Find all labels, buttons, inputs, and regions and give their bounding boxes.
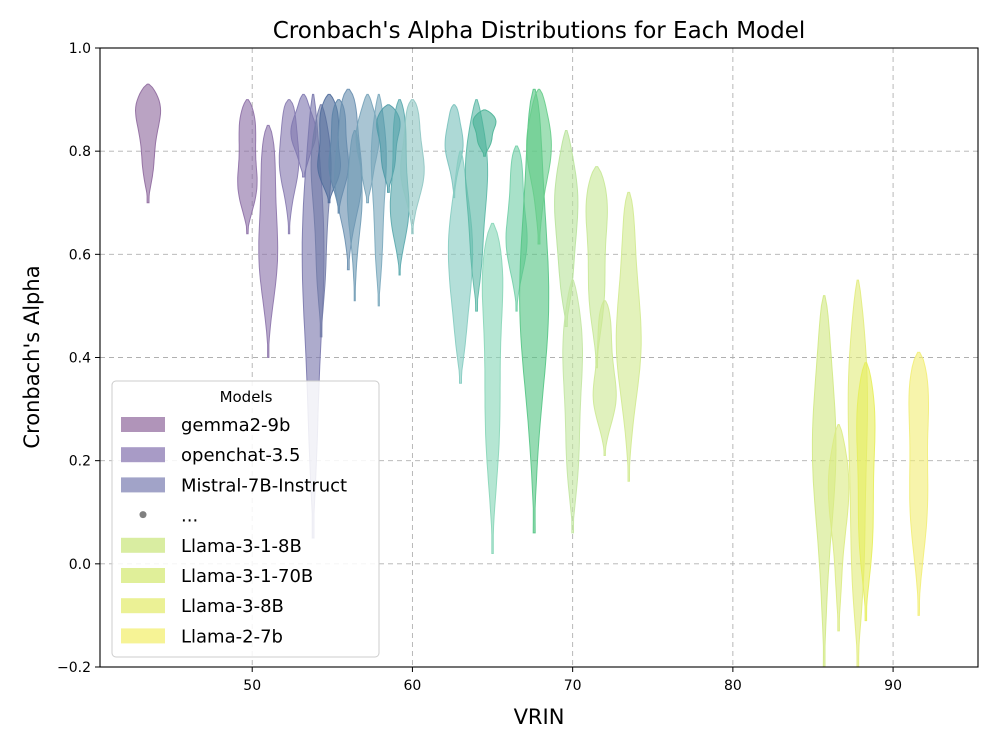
legend: Models gemma2-9b openchat-3.5 Mistral-7B-I… [111,380,380,658]
x-tick-label: 70 [564,678,582,694]
violin-29 [811,295,837,667]
violin-1 [237,99,258,235]
legend-swatch [121,628,165,644]
legend-box [111,380,380,658]
axis-ticks: 50 60 70 80 90 −0.2 0.0 0.2 0.4 0.6 0.8 1.0 [57,41,902,694]
violin-10 [346,129,363,302]
violin-25 [562,279,583,534]
violin-2 [258,124,279,358]
x-tick-label: 50 [243,678,261,694]
legend-label: Llama-3-1-70B [181,566,313,587]
legend-label: openchat-3.5 [181,445,300,466]
violin-27 [592,300,617,456]
legend-swatch [121,477,165,493]
legend-swatch [121,598,165,614]
legend-label: Llama-3-8B [181,596,284,617]
y-tick-label: 0.4 [69,351,91,367]
violin-20 [481,222,504,554]
y-tick-label: 0.6 [69,247,91,263]
violin-18 [464,99,489,312]
y-axis-label: Cronbach's Alpha [20,265,44,448]
legend-label: gemma2-9b [181,415,290,436]
legend-dot [139,511,147,519]
violin-15 [400,99,425,235]
violin-30 [827,424,850,632]
x-tick-label: 90 [884,678,902,694]
legend-label: Llama-3-1-8B [181,536,302,557]
y-tick-label: 0.8 [69,144,91,160]
legend-entries: gemma2-9b openchat-3.5 Mistral-7B-Instruct… [121,415,347,647]
violins [134,83,929,667]
chart-title: Cronbach's Alpha Distributions for Each … [273,18,806,44]
violin-33 [908,351,929,616]
y-tick-label: −0.2 [57,660,91,676]
legend-swatch [121,447,165,463]
violin-19 [472,109,497,157]
legend-title: Models [220,388,273,406]
x-tick-label: 80 [724,678,742,694]
legend-label: Llama-2-7b [181,626,283,647]
legend-swatch [121,537,165,553]
y-tick-label: 0.0 [69,557,91,573]
legend-label: Mistral-7B-Instruct [181,475,347,496]
violin-23 [526,88,552,245]
legend-swatch [121,568,165,583]
legend-swatch [121,417,165,432]
violin-0 [134,83,162,204]
violin-32 [856,362,876,622]
legend-label: ... [181,506,198,527]
x-axis-label: VRIN [514,705,565,729]
x-tick-label: 60 [404,678,422,694]
y-tick-label: 1.0 [69,41,91,57]
violin-28 [615,191,642,482]
y-tick-label: 0.2 [69,454,91,470]
